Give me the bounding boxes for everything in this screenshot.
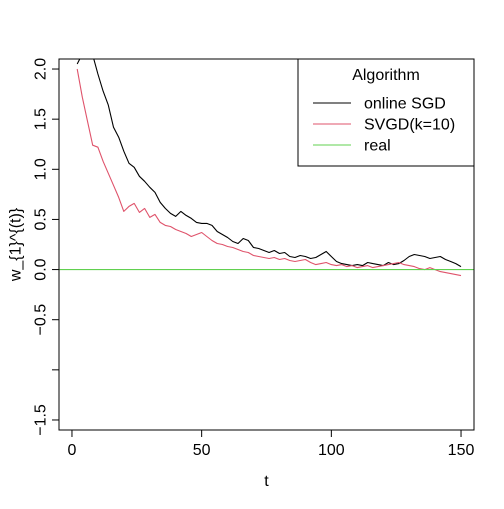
- y-tick-label: −1.5: [33, 404, 50, 436]
- legend-title: Algorithm: [352, 67, 420, 84]
- x-axis-label: t: [264, 473, 269, 490]
- y-axis: −1.5 −0.5 0.0 0.5 1.0 1.5 2.0: [33, 58, 60, 436]
- x-tick-label: 0: [68, 442, 77, 459]
- y-tick-label: 1.0: [33, 158, 50, 180]
- legend-entry-svgd-k-10: SVGD(k=10): [364, 117, 455, 134]
- y-tick-label: 2.0: [33, 58, 50, 80]
- legend-entry-online-sgd: online SGD: [364, 96, 446, 113]
- x-axis: 0 50 100 150: [68, 429, 475, 459]
- x-tick-label: 150: [448, 442, 475, 459]
- legend: Algorithm online SGD SVGD(k=10) real: [297, 58, 475, 167]
- series-line-online-sgd: [76, 59, 462, 268]
- series-line-svgd-k-10: [76, 68, 462, 277]
- y-tick-label: 0.0: [33, 258, 50, 280]
- y-axis-label: w_{1}^{(t)}: [8, 207, 25, 282]
- y-tick-label: 1.5: [33, 108, 50, 130]
- legend-box: [297, 58, 475, 167]
- legend-entry-real: real: [364, 138, 391, 155]
- series-layer: [59, 59, 474, 277]
- x-tick-label: 50: [193, 442, 211, 459]
- x-tick-label: 100: [318, 442, 345, 459]
- y-tick-label: −0.5: [33, 304, 50, 336]
- y-tick-label: 0.5: [33, 208, 50, 230]
